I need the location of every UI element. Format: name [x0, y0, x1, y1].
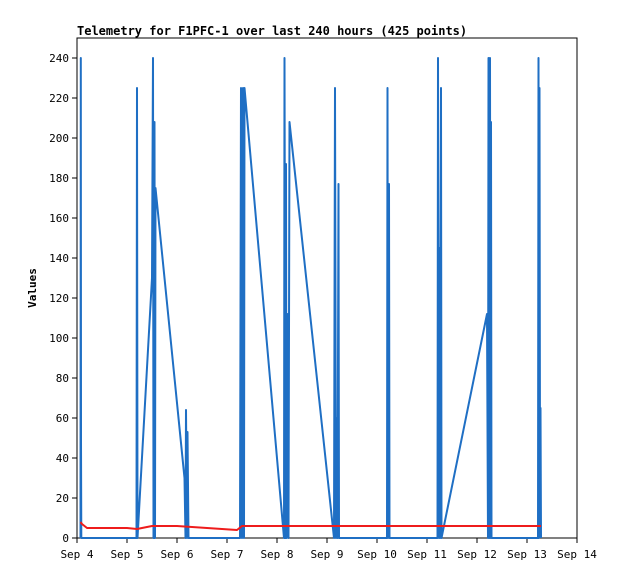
x-tick-label: Sep 8 — [260, 548, 293, 561]
y-tick-label: 60 — [56, 412, 69, 425]
series-group — [79, 57, 542, 539]
y-tick-label: 140 — [49, 252, 69, 265]
x-tick-label: Sep 11 — [407, 548, 447, 561]
y-tick-label: 80 — [56, 372, 69, 385]
plot-area — [76, 37, 578, 539]
y-tick-label: 220 — [49, 92, 69, 105]
x-tick-label: Sep 14 — [557, 548, 597, 561]
y-tick-label: 120 — [49, 292, 69, 305]
y-tick-label: 40 — [56, 452, 69, 465]
x-tick-label: Sep 9 — [310, 548, 343, 561]
y-tick-label: 180 — [49, 172, 69, 185]
y-tick-label: 160 — [49, 212, 69, 225]
series-line-1 — [79, 57, 542, 539]
x-tick-label: Sep 4 — [60, 548, 93, 561]
chart-title: Telemetry for F1PFC-1 over last 240 hour… — [77, 24, 467, 38]
y-tick-label: 200 — [49, 132, 69, 145]
x-tick-label: Sep 13 — [507, 548, 547, 561]
y-tick-label: 240 — [49, 52, 69, 65]
series-line-2 — [79, 521, 541, 531]
x-tick-label: Sep 5 — [110, 548, 143, 561]
y-tick-label: 100 — [49, 332, 69, 345]
y-axis-label: Values — [26, 268, 39, 308]
y-axis: 0 20 40 60 80 100 120 140 160 180 200 220 240 — [49, 52, 77, 545]
y-tick-label: 20 — [56, 492, 69, 505]
x-tick-label: Sep 6 — [160, 548, 193, 561]
x-tick-label: Sep 7 — [210, 548, 243, 561]
x-tick-label: Sep 10 — [357, 548, 397, 561]
x-axis: Sep 4 Sep 5 Sep 6 Sep 7 Sep 8 Sep 9 Sep 10 Sep … — [60, 538, 597, 561]
x-tick-label: Sep 12 — [457, 548, 497, 561]
y-tick-label: 0 — [62, 532, 69, 545]
